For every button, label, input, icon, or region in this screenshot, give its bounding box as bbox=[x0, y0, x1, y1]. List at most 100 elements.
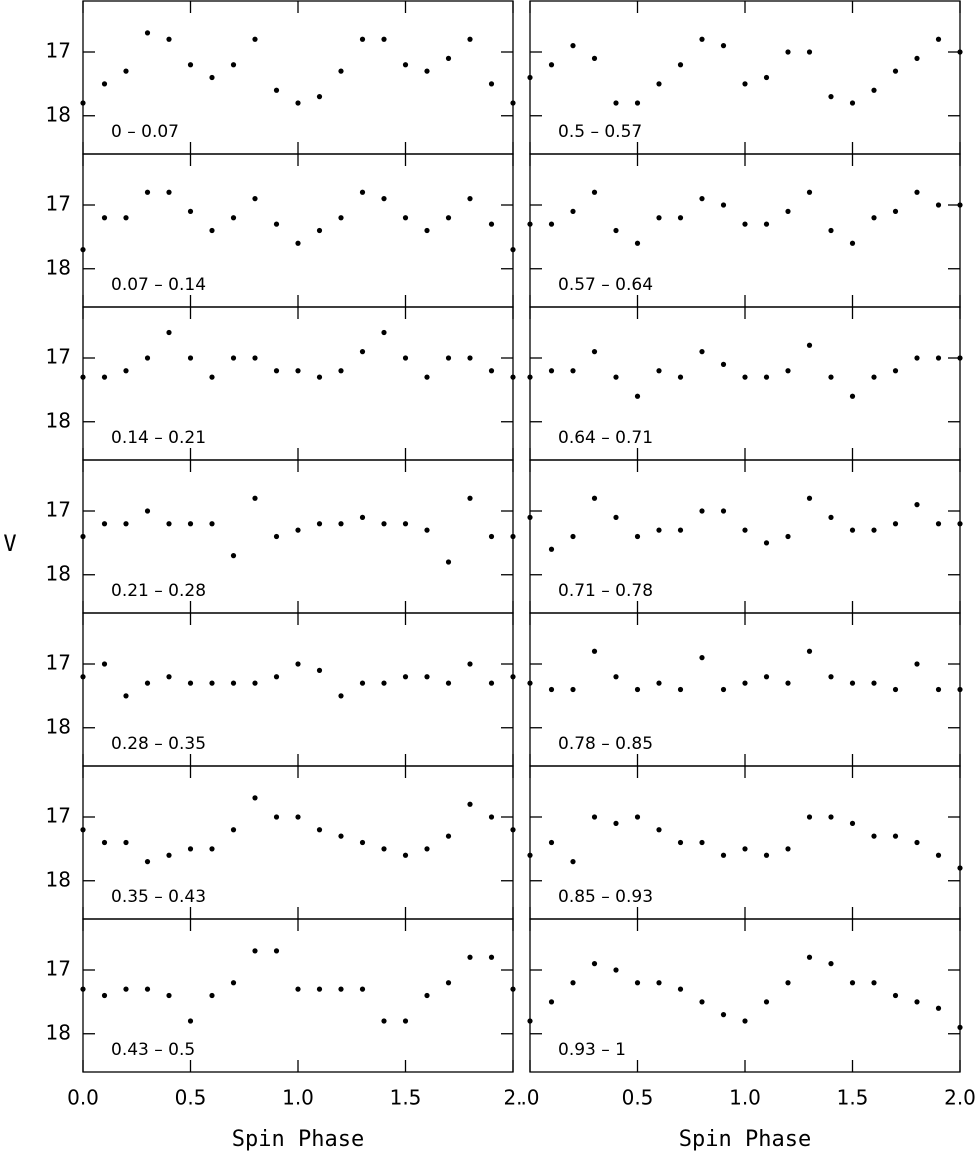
data-point bbox=[510, 674, 516, 680]
data-point bbox=[144, 986, 151, 992]
data-point bbox=[849, 980, 856, 986]
data-point bbox=[123, 521, 129, 527]
data-point bbox=[273, 368, 280, 374]
data-point bbox=[656, 980, 662, 986]
data-point bbox=[424, 992, 430, 999]
data-point bbox=[295, 986, 301, 992]
y-tick-label: 18 bbox=[46, 408, 71, 432]
data-point bbox=[80, 247, 86, 253]
y-tick-label: 18 bbox=[46, 867, 71, 891]
data-point bbox=[295, 100, 301, 106]
data-point bbox=[359, 680, 366, 686]
data-point bbox=[656, 527, 662, 533]
data-point bbox=[785, 846, 791, 852]
data-point bbox=[914, 661, 920, 667]
data-point bbox=[763, 374, 770, 380]
data-point bbox=[166, 329, 172, 336]
data-point bbox=[359, 986, 366, 992]
data-point bbox=[591, 55, 598, 61]
y-tick-label: 17 bbox=[46, 804, 71, 828]
data-point bbox=[510, 247, 516, 253]
x-axis-label: Spin Phase bbox=[679, 1127, 811, 1152]
data-point bbox=[828, 374, 834, 380]
data-point bbox=[424, 674, 430, 680]
data-point bbox=[957, 686, 963, 693]
data-point bbox=[591, 349, 598, 355]
data-point bbox=[252, 948, 258, 954]
data-point bbox=[209, 680, 215, 686]
data-point bbox=[467, 801, 473, 807]
data-point bbox=[742, 221, 748, 227]
panel-annotation: 0.93 – 1 bbox=[558, 1040, 626, 1060]
data-point bbox=[892, 686, 899, 693]
data-point bbox=[445, 55, 452, 61]
panel-annotation: 0.21 – 0.28 bbox=[111, 581, 206, 601]
data-point bbox=[187, 1018, 194, 1024]
data-point bbox=[720, 202, 727, 208]
data-point bbox=[763, 674, 770, 680]
data-point bbox=[338, 986, 344, 992]
data-point bbox=[613, 374, 619, 380]
data-point bbox=[828, 94, 834, 100]
data-point bbox=[144, 189, 151, 195]
data-point bbox=[914, 502, 920, 508]
y-tick-label: 17 bbox=[46, 957, 71, 981]
y-tick-label: 17 bbox=[46, 192, 71, 216]
x-tick-label: 1.5 bbox=[837, 1086, 869, 1110]
data-point bbox=[123, 986, 129, 992]
y-tick-label: 17 bbox=[46, 651, 71, 675]
data-point bbox=[548, 839, 555, 846]
data-point bbox=[359, 189, 366, 195]
data-point bbox=[849, 820, 856, 826]
x-tick-label: 0.5 bbox=[622, 1086, 654, 1110]
data-point bbox=[914, 999, 920, 1005]
data-point bbox=[338, 215, 344, 221]
data-point bbox=[209, 521, 215, 527]
data-point bbox=[445, 833, 452, 839]
data-point bbox=[935, 852, 942, 858]
data-point bbox=[295, 527, 301, 533]
data-point bbox=[591, 814, 598, 820]
data-point bbox=[892, 992, 899, 999]
data-point bbox=[144, 30, 151, 36]
x-tick-label: .0 bbox=[520, 1086, 539, 1110]
panel-annotation: 0.5 – 0.57 bbox=[558, 122, 642, 142]
data-point bbox=[871, 680, 877, 686]
data-point bbox=[763, 540, 770, 546]
x-tick-label: 0.0 bbox=[67, 1086, 99, 1110]
y-tick-label: 18 bbox=[46, 561, 71, 585]
data-point bbox=[935, 686, 942, 693]
y-axis-label: V bbox=[3, 532, 16, 557]
data-point bbox=[338, 693, 344, 699]
x-tick-label: 2. bbox=[503, 1086, 522, 1110]
data-point bbox=[871, 374, 877, 380]
data-point bbox=[785, 533, 791, 540]
data-point bbox=[720, 43, 727, 49]
data-point bbox=[209, 374, 215, 380]
data-point bbox=[424, 68, 430, 74]
data-point bbox=[166, 674, 172, 680]
data-point bbox=[720, 361, 727, 367]
y-tick-label: 18 bbox=[46, 255, 71, 279]
data-point bbox=[381, 521, 387, 527]
data-point bbox=[187, 846, 194, 852]
data-point bbox=[144, 508, 151, 514]
data-point bbox=[252, 196, 258, 202]
data-point bbox=[230, 980, 237, 986]
data-point bbox=[510, 533, 516, 540]
data-point bbox=[785, 680, 791, 686]
data-point bbox=[295, 814, 301, 820]
data-point bbox=[488, 814, 495, 820]
data-point bbox=[402, 355, 409, 361]
data-point bbox=[527, 680, 533, 686]
data-point bbox=[101, 374, 108, 380]
panel-annotation: 0 – 0.07 bbox=[111, 122, 179, 142]
x-tick-label: 1.0 bbox=[282, 1086, 314, 1110]
data-point bbox=[548, 62, 555, 68]
data-point bbox=[273, 948, 280, 954]
data-point bbox=[402, 674, 409, 680]
x-tick-label: 1.5 bbox=[390, 1086, 422, 1110]
data-point bbox=[467, 495, 473, 501]
panel-annotation: 0.57 – 0.64 bbox=[558, 275, 653, 295]
data-point bbox=[187, 680, 194, 686]
